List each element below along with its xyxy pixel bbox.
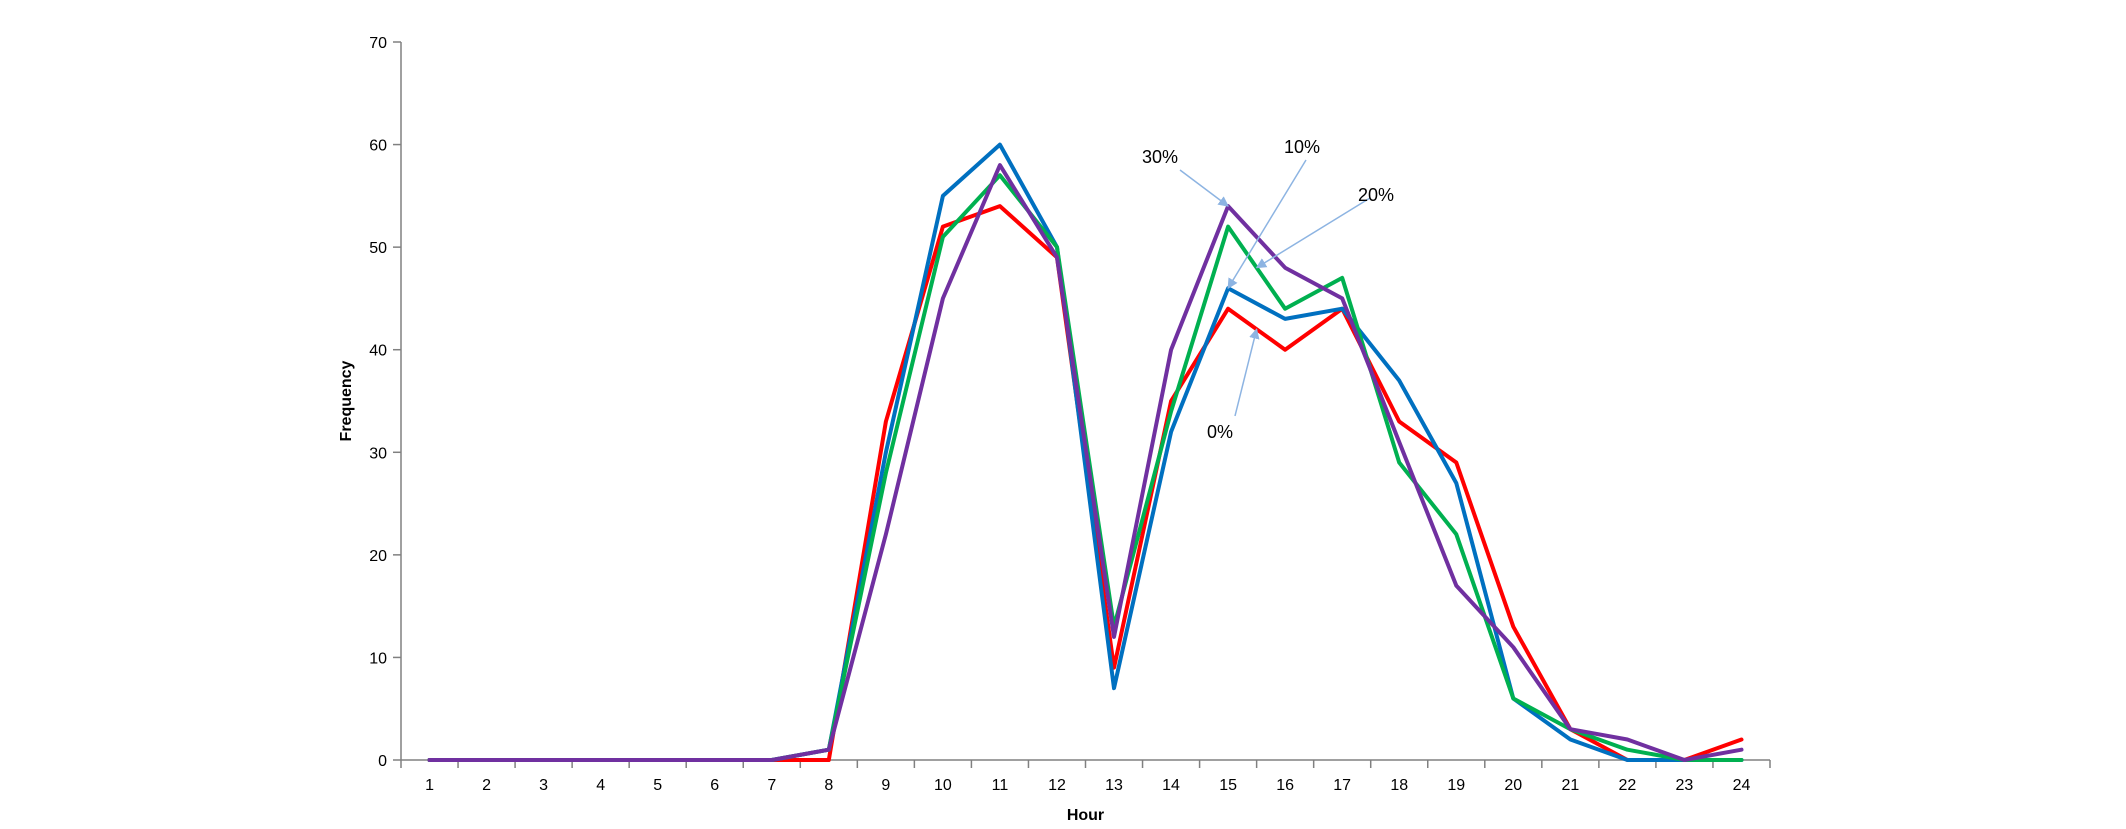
annotation-arrow [1234, 328, 1260, 417]
x-tick-label: 20 [1504, 777, 1522, 794]
annotation-arrow [1255, 197, 1371, 269]
annotations: 30% 10% 20% 0% [1142, 137, 1394, 442]
x-tick-label: 15 [1219, 777, 1237, 794]
series-lines [427, 142, 1744, 762]
x-tick-label: 14 [1162, 777, 1180, 794]
annotation-label: 0% [1207, 422, 1233, 442]
x-tick-label: 8 [824, 777, 833, 794]
x-tick-label: 6 [710, 777, 719, 794]
y-tick-label: 60 [369, 138, 387, 155]
x-tick-label: 2 [482, 777, 491, 794]
x-tick-label: 21 [1561, 777, 1579, 794]
annotation-arrow [1227, 159, 1307, 290]
annotation-arrow [1179, 169, 1229, 207]
x-tick-label: 18 [1390, 777, 1408, 794]
x-tick-label: 19 [1447, 777, 1465, 794]
y-axis-title: Frequency [338, 360, 355, 441]
x-tick-label: 13 [1105, 777, 1123, 794]
x-tick-label: 9 [881, 777, 890, 794]
x-tick-label: 16 [1276, 777, 1294, 794]
x-tick-label: 22 [1618, 777, 1636, 794]
x-tick-label: 1 [425, 777, 434, 794]
x-tick-label: 10 [934, 777, 952, 794]
annotation-label: 30% [1142, 147, 1178, 167]
y-tick-label: 70 [369, 35, 387, 52]
x-tick-label: 11 [992, 777, 1009, 794]
x-tick-label: 4 [596, 777, 605, 794]
y-tick-label: 20 [369, 548, 387, 565]
x-tick-label: 23 [1676, 777, 1694, 794]
series-line-30-pct [427, 163, 1744, 762]
x-tick-label: 17 [1333, 777, 1351, 794]
annotation-label: 20% [1358, 185, 1394, 205]
x-tick-label: 24 [1733, 777, 1751, 794]
y-tick-label: 50 [369, 240, 387, 257]
x-axis-title: Hour [1067, 807, 1104, 824]
x-tick-label: 5 [653, 777, 662, 794]
y-tick-label: 30 [369, 445, 387, 462]
y-tick-label: 40 [369, 343, 387, 360]
y-tick-label: 0 [378, 753, 387, 770]
annotation-label: 10% [1284, 137, 1320, 157]
x-tick-label: 7 [767, 777, 776, 794]
x-tick-label: 3 [539, 777, 548, 794]
x-tick-label: 12 [1048, 777, 1066, 794]
y-tick-label: 10 [369, 650, 387, 667]
